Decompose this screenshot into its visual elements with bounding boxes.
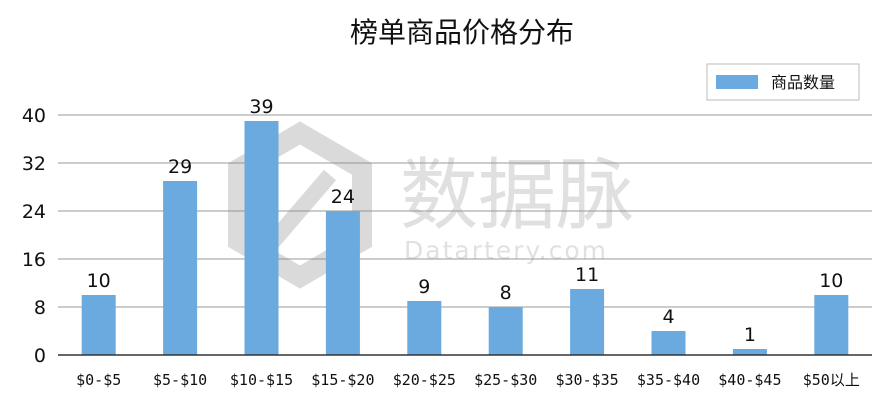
- x-tick-label: $5-$10: [153, 371, 207, 389]
- data-label: 10: [819, 270, 843, 292]
- data-label: 8: [500, 282, 512, 304]
- data-label: 1: [744, 324, 756, 346]
- bar: [163, 181, 198, 355]
- data-label: 10: [87, 270, 111, 292]
- bar: [244, 121, 279, 355]
- bar: [732, 349, 767, 355]
- x-tick-label: $30-$35: [555, 371, 618, 389]
- y-axis-ticks: 0 8 16 24 32 40: [22, 105, 46, 367]
- y-tick-label: 8: [34, 297, 46, 319]
- bar: [814, 295, 849, 355]
- legend-swatch: [716, 75, 758, 89]
- x-tick-label: $10-$15: [230, 371, 293, 389]
- bar: [81, 295, 116, 355]
- watermark-logo-icon: [228, 121, 372, 289]
- bars: [81, 121, 849, 355]
- bar: [651, 331, 686, 355]
- data-labels: 10 29 39 24 9 8 11 4 1 10: [87, 96, 844, 346]
- bar: [570, 289, 605, 355]
- x-tick-label: $25-$30: [474, 371, 537, 389]
- bar: [407, 301, 442, 355]
- data-label: 11: [575, 264, 599, 286]
- x-tick-label: $50以上: [803, 371, 860, 389]
- x-tick-label: $20-$25: [393, 371, 456, 389]
- y-tick-label: 0: [34, 345, 46, 367]
- x-tick-label: $35-$40: [637, 371, 700, 389]
- x-tick-label: $15-$20: [311, 371, 374, 389]
- legend: 商品数量: [706, 63, 860, 101]
- y-tick-label: 40: [22, 105, 46, 127]
- watermark-name: 数据脉: [400, 151, 634, 241]
- data-label: 24: [331, 186, 355, 208]
- x-tick-label: $0-$5: [76, 371, 121, 389]
- watermark: 数据脉 Datartery.com: [228, 121, 634, 289]
- legend-label: 商品数量: [771, 73, 835, 92]
- x-tick-label: $40-$45: [718, 371, 781, 389]
- data-label: 29: [168, 156, 192, 178]
- watermark-url: Datartery.com: [404, 236, 608, 265]
- data-label: 9: [418, 276, 430, 298]
- data-label: 4: [662, 306, 674, 328]
- bar: [325, 211, 360, 355]
- y-tick-label: 32: [22, 153, 46, 175]
- data-label: 39: [249, 96, 273, 118]
- x-axis-ticks: $0-$5 $5-$10 $10-$15 $15-$20 $20-$25 $25-$30 $…: [76, 371, 860, 389]
- y-tick-label: 16: [22, 249, 46, 271]
- y-tick-label: 24: [22, 201, 46, 223]
- bar: [488, 307, 523, 355]
- chart-title: 榜单商品价格分布: [350, 16, 574, 49]
